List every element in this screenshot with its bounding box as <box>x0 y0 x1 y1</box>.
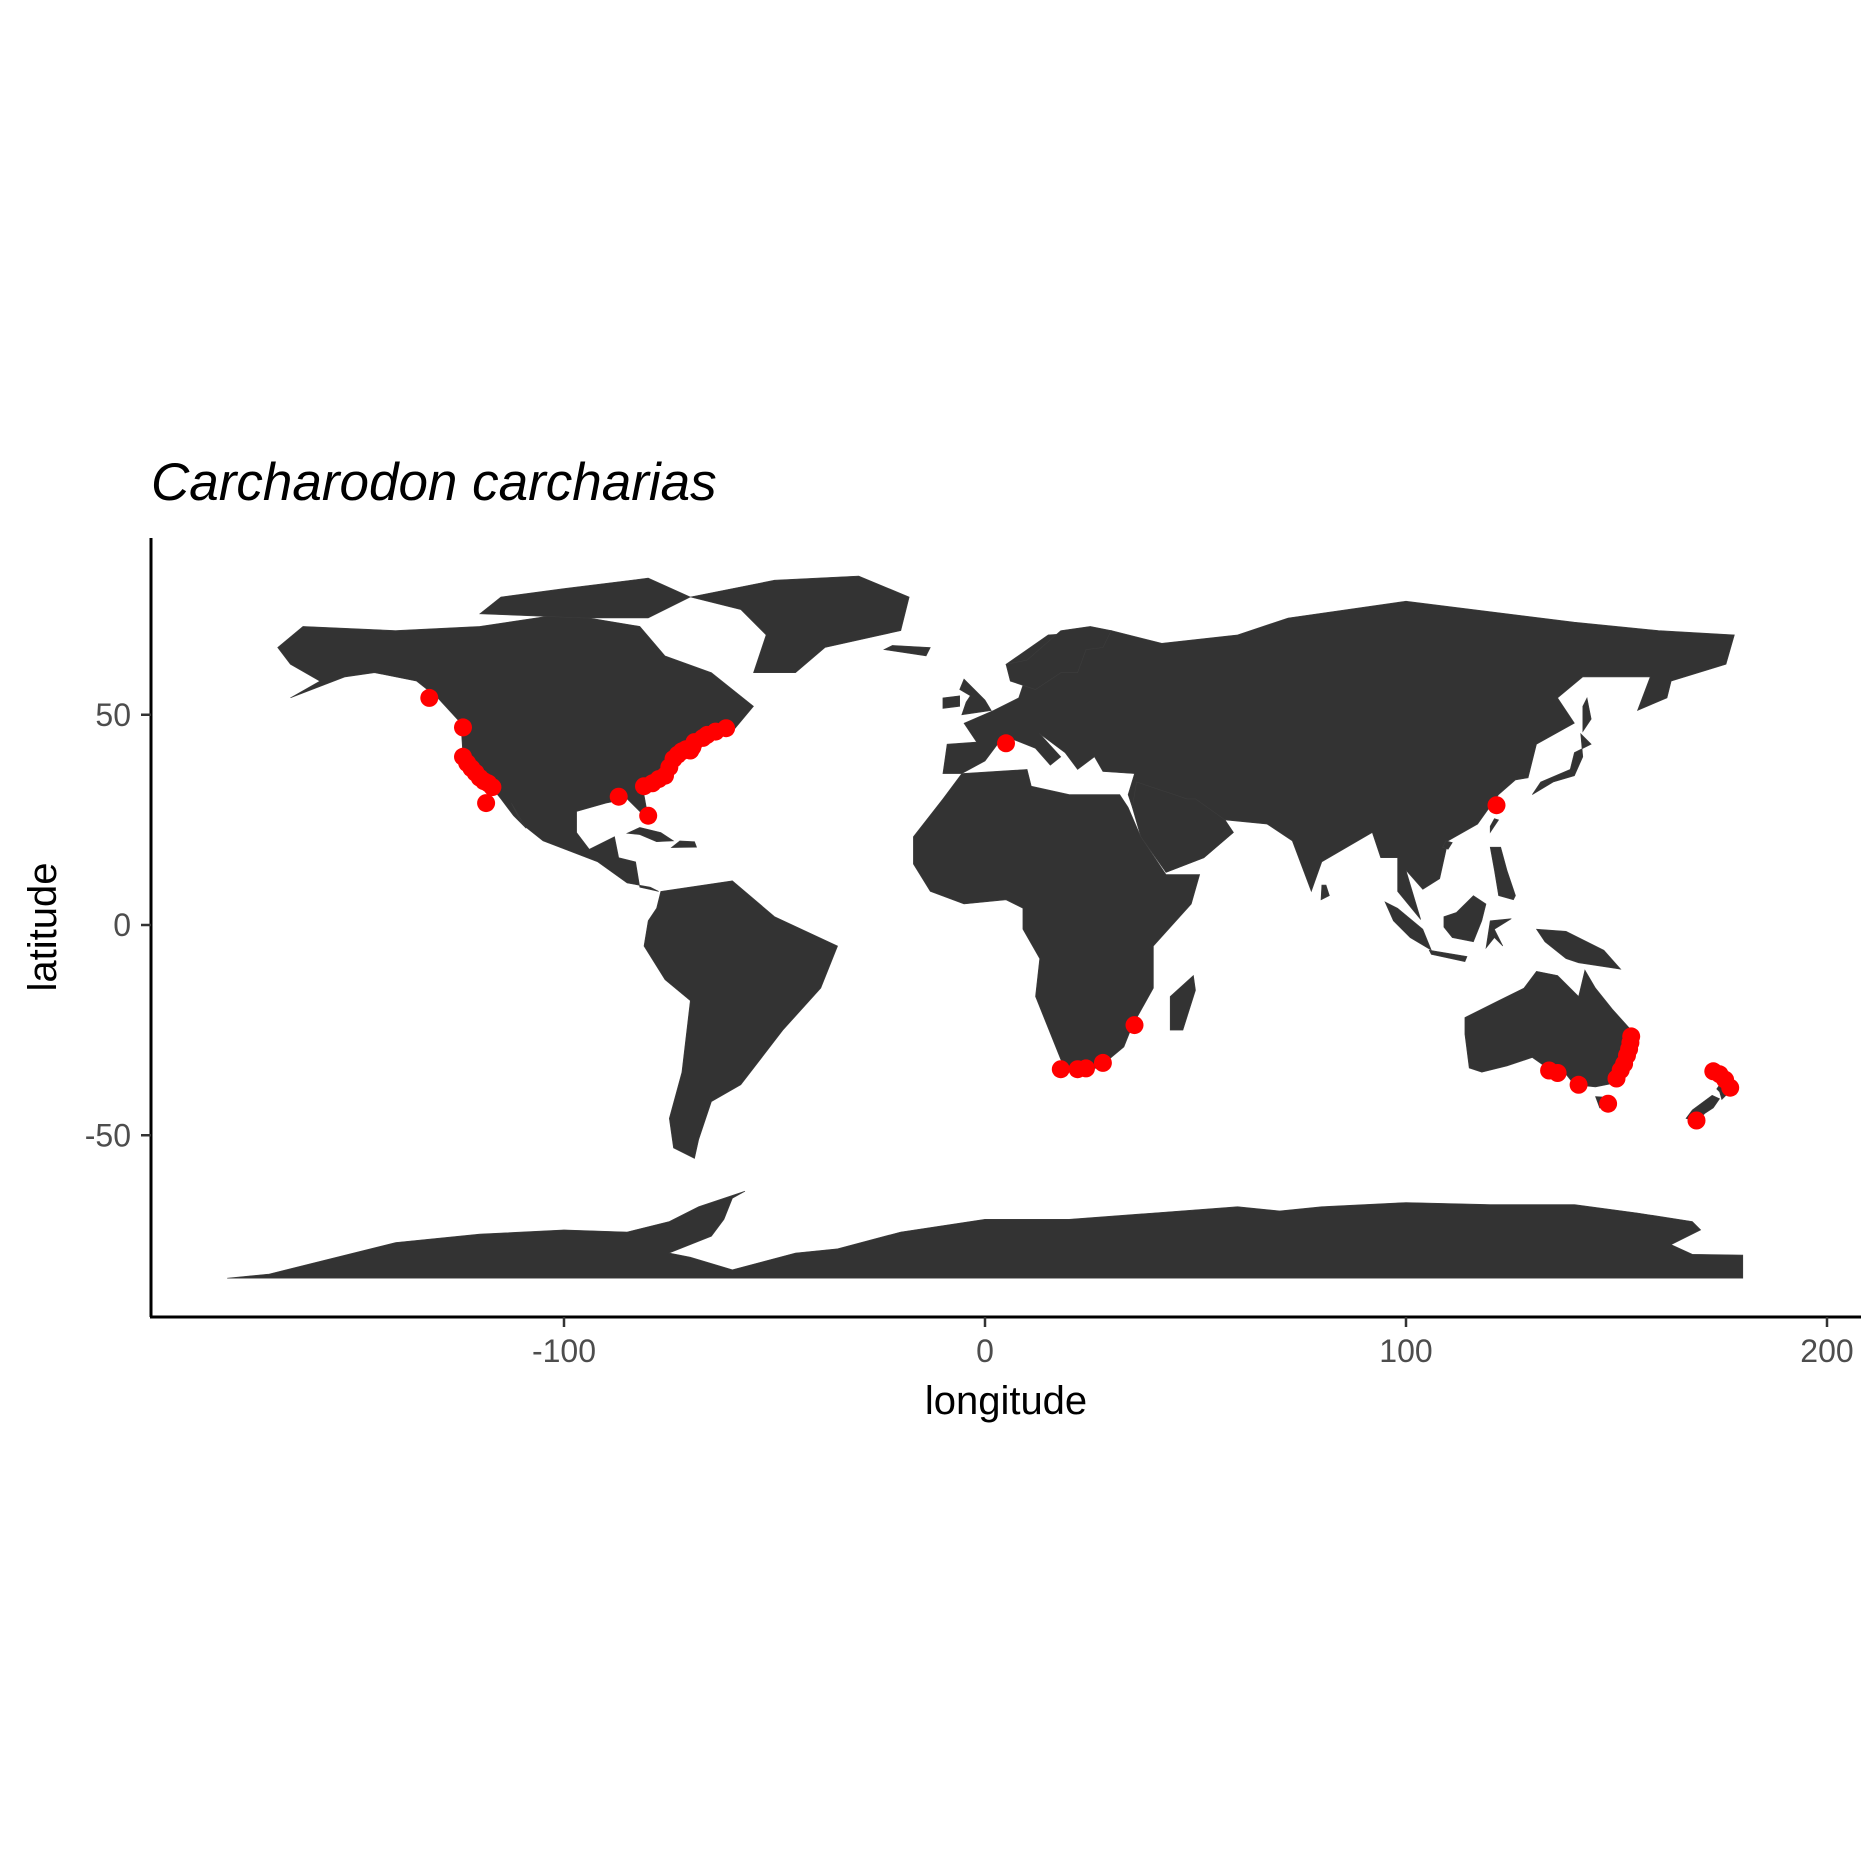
occurrence-point <box>609 787 628 806</box>
y-tick-label: 0 <box>113 907 131 943</box>
y-axis-ticks: -50 0 50 <box>85 697 151 1153</box>
occurrence-point <box>1622 1027 1641 1046</box>
occurrence-point <box>477 794 496 813</box>
y-axis-title: latitude <box>21 863 65 992</box>
land-sulawesi <box>1485 918 1512 950</box>
occurrence-point <box>1721 1078 1740 1097</box>
land-arabia <box>1131 781 1234 873</box>
land-madagascar <box>1169 974 1196 1031</box>
occurrence-point <box>639 806 658 825</box>
world-landmass <box>227 575 1744 1279</box>
occurrence-point <box>1487 796 1506 815</box>
x-axis-title: longitude <box>925 1379 1087 1423</box>
land-philippines <box>1489 846 1516 901</box>
occurrence-point <box>1077 1059 1095 1078</box>
land-japan <box>1532 732 1592 795</box>
occurrence-point <box>1093 1053 1112 1072</box>
land-great-britain <box>959 678 992 716</box>
land-arctic-islands <box>478 577 692 619</box>
occurrence-points <box>420 688 1740 1130</box>
land-south-america <box>643 880 838 1159</box>
occurrence-point <box>1599 1094 1618 1113</box>
x-axis-ticks: -100 0 100 200 <box>532 1317 1854 1369</box>
map-title: Carcharodon carcharias <box>151 453 717 512</box>
occurrence-point <box>1125 1016 1144 1035</box>
x-tick-label: 0 <box>976 1333 994 1369</box>
x-tick-label: 100 <box>1379 1333 1432 1369</box>
occurrence-point <box>420 688 439 707</box>
occurrence-point <box>1051 1060 1070 1079</box>
occurrence-point <box>717 719 736 738</box>
land-taiwan <box>1489 818 1500 834</box>
y-tick-label: 50 <box>95 697 131 733</box>
land-sakhalin <box>1582 696 1592 733</box>
land-africa <box>913 769 1201 1072</box>
land-sri-lanka <box>1320 884 1330 901</box>
occurrence-point <box>1687 1111 1706 1130</box>
land-greenland <box>690 575 910 673</box>
occurrence-point <box>1569 1075 1588 1094</box>
land-eurasia <box>942 600 1735 920</box>
x-tick-label: -100 <box>532 1333 596 1369</box>
land-java <box>1428 949 1468 962</box>
land-cuba <box>625 827 675 843</box>
y-tick-label: -50 <box>85 1117 131 1153</box>
occurrence-point <box>1548 1064 1567 1082</box>
occurrence-point <box>483 778 502 797</box>
land-borneo <box>1443 895 1487 943</box>
land-north-america <box>277 613 754 892</box>
land-antarctica <box>227 1190 1744 1279</box>
land-sumatra <box>1384 901 1432 951</box>
land-ireland <box>942 695 960 709</box>
land-new-guinea <box>1535 928 1622 970</box>
land-scandinavia-n <box>1005 626 1112 690</box>
land-iceland <box>883 645 931 657</box>
occurrence-point <box>997 734 1015 753</box>
land-hainan <box>1442 840 1453 850</box>
land-hispaniola <box>670 840 698 848</box>
occurrence-point <box>454 718 472 737</box>
x-tick-label: 200 <box>1800 1333 1853 1369</box>
